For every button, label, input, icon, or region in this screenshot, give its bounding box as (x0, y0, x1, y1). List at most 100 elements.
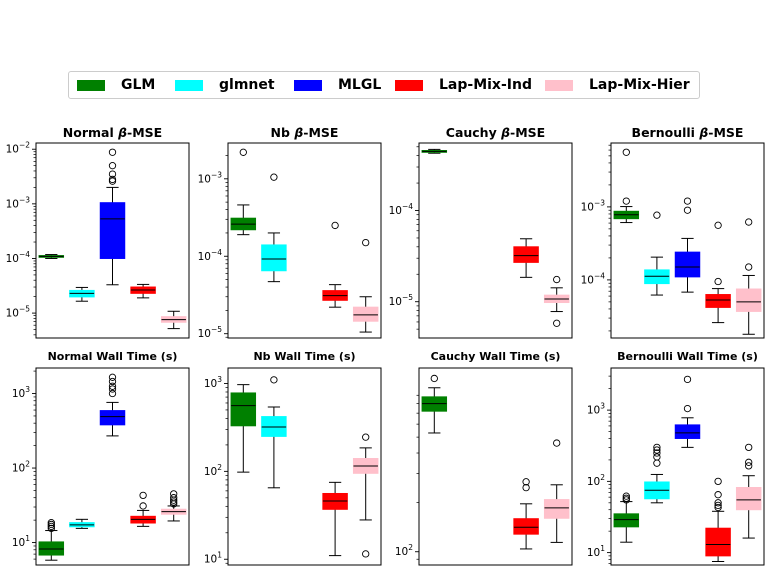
box-glm (38, 519, 65, 561)
outlier-point (653, 459, 661, 467)
legend-item-glmnet: glmnet (175, 77, 275, 93)
outlier-point (47, 520, 55, 529)
box-body (99, 410, 126, 426)
box-lap-mix-ind (513, 478, 539, 550)
box-body (543, 499, 570, 519)
panel-cauchy-mse: Cauchy β-MSE 10−4 10−5 (389, 125, 573, 339)
box-lap-mix-hier (160, 490, 187, 522)
outlier-point (745, 263, 753, 271)
box-body (705, 294, 731, 308)
outlier-point (170, 490, 178, 498)
tick-label: 10−3 (198, 170, 223, 185)
outlier-point (714, 501, 722, 510)
tick-label: 101 (587, 544, 605, 559)
panel-title: Bernoulli Wall Time (s) (617, 350, 758, 363)
outlier-point (683, 404, 692, 413)
box-glmnet (644, 443, 670, 504)
box-lap-mix-ind (513, 238, 539, 278)
outlier-point (239, 148, 247, 156)
outlier-point (714, 499, 722, 507)
tick-label: 10−5 (6, 305, 31, 320)
legend-label: GLM (121, 77, 156, 93)
outlier-point (622, 148, 630, 156)
box-lap-mix-hier (735, 218, 762, 335)
box-body (674, 251, 701, 278)
outlier-point (714, 503, 722, 512)
outlier-point (108, 148, 117, 156)
legend-swatch-glm (77, 79, 105, 91)
box-body (230, 392, 257, 427)
box-glm (613, 148, 640, 224)
tick-label: 101 (12, 534, 30, 549)
tick-label: 101 (204, 551, 222, 566)
box-lap-mix-hier (352, 433, 379, 558)
panel-title: Nb β-MSE (271, 125, 339, 140)
axes-frame (227, 142, 382, 339)
outlier-point (622, 494, 630, 502)
outlier-point (553, 275, 561, 284)
tick-label: 103 (12, 385, 30, 400)
outlier-point (170, 498, 178, 506)
axes-frame (227, 367, 382, 566)
outlier-point (331, 221, 339, 230)
outlier-point (714, 221, 722, 229)
tick-label: 10−4 (389, 202, 414, 217)
outlier-point (745, 462, 753, 470)
box-body (513, 246, 539, 263)
box-glmnet (261, 173, 287, 283)
box-body (735, 487, 762, 511)
box-mlgl (99, 148, 126, 286)
tick-label: 10−3 (581, 198, 606, 213)
outlier-point (683, 206, 692, 214)
legend-swatch-lap-mix-hier (545, 79, 573, 91)
box-glm (230, 384, 257, 473)
box-lap-mix-hier (543, 439, 570, 543)
panel-nb-wall-time-s: Nb Wall Time (s) 103 102 101 (204, 350, 382, 566)
outlier-point (622, 197, 630, 205)
outlier-point (362, 550, 370, 558)
box-glm (613, 492, 640, 543)
box-lap-mix-hier (735, 443, 762, 539)
tick-label: 102 (587, 473, 605, 488)
outlier-point (653, 449, 661, 457)
outlier-point (653, 211, 661, 219)
panel-nb-mse: Nb β-MSE 10−3 10−4 10−5 (198, 125, 382, 340)
outlier-point (47, 524, 55, 533)
tick-label: 10−4 (198, 248, 223, 263)
outlier-point (553, 439, 561, 447)
box-glmnet (644, 211, 670, 296)
panel-bernoulli-mse: Bernoulli β-MSE 10−3 10−4 (581, 125, 765, 339)
legend-item-glm: GLM (77, 77, 155, 93)
outlier-point (362, 238, 370, 247)
outlier-point (745, 443, 753, 452)
box-glmnet (69, 518, 95, 529)
outlier-point (108, 389, 117, 398)
outlier-point (47, 519, 55, 527)
outlier-point (108, 175, 117, 184)
outlier-point (683, 197, 692, 205)
outlier-point (108, 170, 117, 178)
outlier-point (270, 376, 278, 384)
box-glm (421, 148, 448, 154)
box-body (261, 244, 287, 272)
axes-frame (418, 142, 573, 339)
outlier-point (270, 173, 278, 181)
tick-label: 103 (204, 375, 222, 390)
outlier-point (170, 494, 178, 502)
box-lap-mix-ind (130, 491, 156, 527)
outlier-point (108, 377, 117, 386)
box-lap-mix-ind (322, 221, 348, 308)
legend: GLM glmnet MLGL Lap-Mix-Ind Lap-Mix-Hier (68, 71, 700, 99)
axes-frame (35, 142, 190, 339)
tick-label: 10−3 (6, 195, 31, 210)
box-body (513, 518, 539, 535)
legend-item-lap-mix-ind: Lap-Mix-Ind (395, 77, 532, 93)
legend-item-lap-mix-hier: Lap-Mix-Hier (545, 77, 690, 93)
panel-title: Nb Wall Time (s) (253, 350, 355, 363)
box-body (613, 513, 640, 528)
outlier-point (714, 491, 722, 499)
box-body (352, 306, 379, 322)
box-mlgl (674, 375, 701, 448)
box-body (38, 541, 65, 556)
legend-swatch-lap-mix-ind (395, 79, 423, 91)
